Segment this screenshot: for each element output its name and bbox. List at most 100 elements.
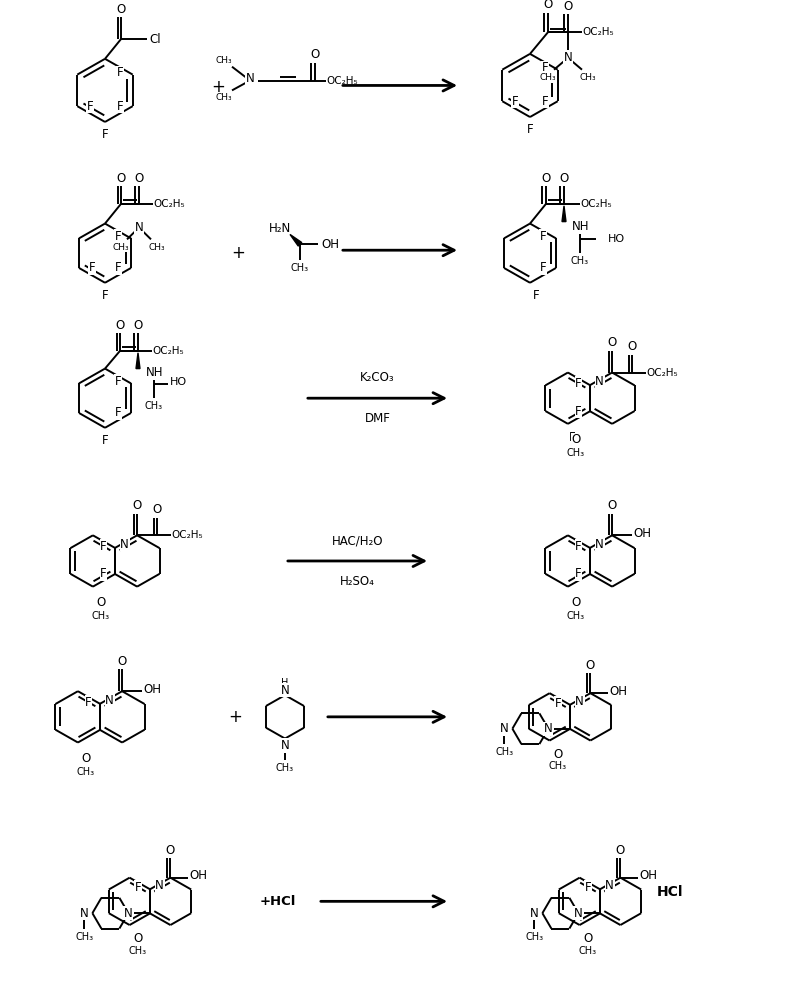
Text: CH₃: CH₃ <box>291 263 309 273</box>
Text: F: F <box>100 567 107 580</box>
Text: OC₂H₅: OC₂H₅ <box>326 76 358 86</box>
Text: CH₃: CH₃ <box>580 73 596 82</box>
Text: O: O <box>118 655 127 668</box>
Text: CH₃: CH₃ <box>77 767 95 777</box>
Text: DMF: DMF <box>365 412 391 425</box>
Text: CH₃: CH₃ <box>571 256 589 266</box>
Text: N: N <box>105 694 114 707</box>
Text: N: N <box>155 879 164 892</box>
Text: O: O <box>544 0 552 11</box>
Text: H: H <box>282 678 289 688</box>
Text: CH₃: CH₃ <box>276 763 294 773</box>
Text: HO: HO <box>608 234 625 244</box>
Text: O: O <box>166 844 175 857</box>
Text: N: N <box>544 722 553 735</box>
Text: F: F <box>100 540 107 553</box>
Text: F: F <box>533 289 540 302</box>
Text: F: F <box>541 95 548 108</box>
Text: F: F <box>114 261 122 274</box>
Text: CH₃: CH₃ <box>567 448 585 458</box>
Text: F: F <box>575 567 581 580</box>
Text: N: N <box>124 907 133 920</box>
Text: N: N <box>245 72 254 85</box>
Text: O: O <box>133 499 142 512</box>
Text: F: F <box>540 230 546 243</box>
Text: O: O <box>585 659 595 672</box>
Text: OH: OH <box>639 869 657 882</box>
Text: N: N <box>595 538 604 551</box>
Text: F: F <box>575 540 581 553</box>
Text: CH₃: CH₃ <box>75 932 93 942</box>
Text: NH: NH <box>572 220 589 233</box>
Text: F: F <box>527 123 533 136</box>
Text: F: F <box>117 66 123 79</box>
Text: O: O <box>116 172 125 185</box>
Text: +: + <box>211 78 225 96</box>
Text: CH₃: CH₃ <box>548 761 567 771</box>
Text: O: O <box>627 340 637 353</box>
Text: O: O <box>152 503 162 516</box>
Text: CH₃: CH₃ <box>129 946 147 956</box>
Text: CH₃: CH₃ <box>92 611 110 621</box>
Text: F: F <box>102 434 108 447</box>
Text: O: O <box>608 499 617 512</box>
Text: CH₃: CH₃ <box>540 73 556 82</box>
Text: F: F <box>540 261 546 274</box>
Text: O: O <box>563 0 573 13</box>
Text: OH: OH <box>189 869 208 882</box>
Text: O: O <box>115 319 125 332</box>
Text: F: F <box>585 881 592 894</box>
Text: NH: NH <box>146 366 163 379</box>
Text: O: O <box>571 596 581 609</box>
Text: O: O <box>571 433 581 446</box>
Text: Cl: Cl <box>149 33 161 46</box>
Text: CH₃: CH₃ <box>495 747 514 757</box>
Text: F: F <box>88 261 95 274</box>
Text: HO: HO <box>170 377 186 387</box>
Text: O: O <box>559 172 569 185</box>
Text: +: + <box>231 244 245 262</box>
Text: CH₃: CH₃ <box>215 93 232 102</box>
Text: F: F <box>114 230 122 243</box>
Text: OH: OH <box>143 683 161 696</box>
Text: OH: OH <box>609 685 627 698</box>
Text: CH₃: CH₃ <box>145 401 163 411</box>
Text: O: O <box>133 932 142 945</box>
Text: F: F <box>569 431 575 444</box>
Text: +: + <box>228 708 242 726</box>
Text: N: N <box>575 695 584 708</box>
Text: O: O <box>310 48 320 61</box>
Text: H₂SO₄: H₂SO₄ <box>340 575 375 588</box>
Text: F: F <box>85 696 92 709</box>
Text: O: O <box>608 336 617 349</box>
Polygon shape <box>562 206 566 222</box>
Text: O: O <box>541 172 551 185</box>
Text: OC₂H₅: OC₂H₅ <box>580 199 611 209</box>
Text: +HCl: +HCl <box>260 895 296 908</box>
Text: F: F <box>541 61 548 74</box>
Text: O: O <box>96 596 106 609</box>
Text: H₂N: H₂N <box>269 222 291 235</box>
Text: N: N <box>135 221 144 234</box>
Text: N: N <box>80 907 88 920</box>
Text: F: F <box>575 405 581 418</box>
Text: O: O <box>615 844 625 857</box>
Text: OC₂H₅: OC₂H₅ <box>171 530 203 540</box>
Text: CH₃: CH₃ <box>113 243 129 252</box>
Text: OC₂H₅: OC₂H₅ <box>152 346 184 356</box>
Text: F: F <box>512 95 518 108</box>
Text: OH: OH <box>633 527 651 540</box>
Text: F: F <box>117 100 123 113</box>
Text: CH₃: CH₃ <box>567 611 585 621</box>
Text: O: O <box>133 319 143 332</box>
Text: O: O <box>134 172 144 185</box>
Text: N: N <box>281 739 290 752</box>
Text: O: O <box>116 3 125 16</box>
Text: N: N <box>574 907 583 920</box>
Polygon shape <box>290 234 301 246</box>
Text: CH₃: CH₃ <box>148 243 166 252</box>
Text: HAC/H₂O: HAC/H₂O <box>331 534 383 547</box>
Text: HCl: HCl <box>657 885 683 899</box>
Text: N: N <box>595 375 604 388</box>
Text: N: N <box>500 722 509 735</box>
